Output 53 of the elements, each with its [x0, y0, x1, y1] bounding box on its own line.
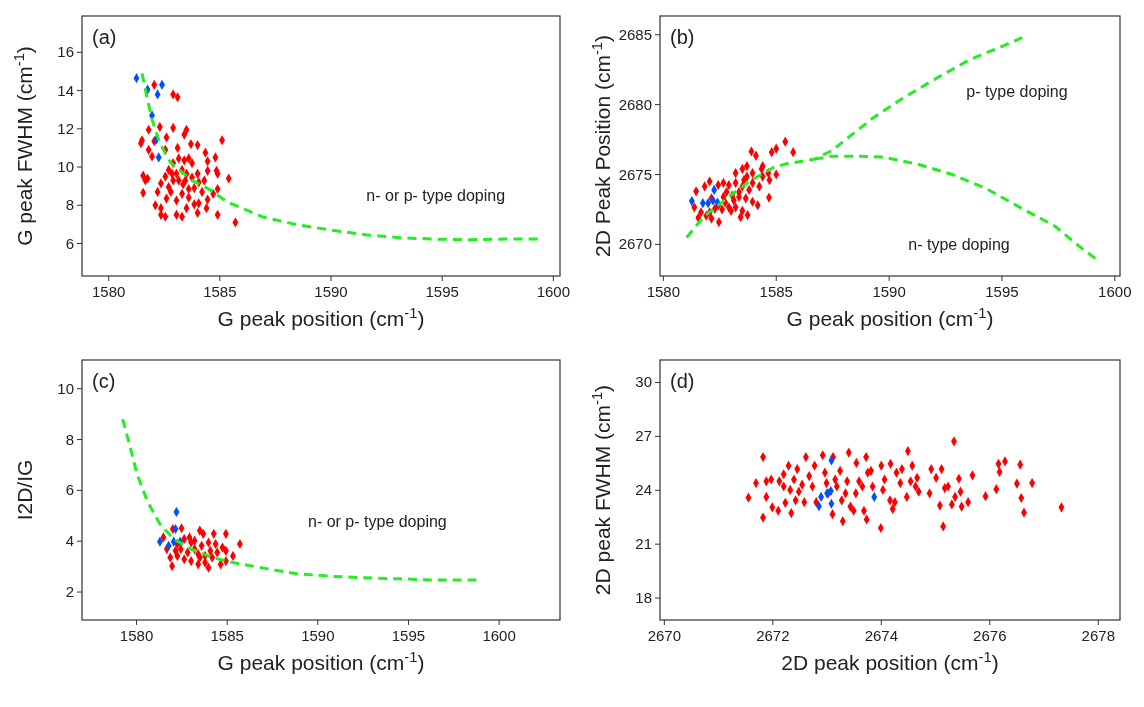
x-tick-label: 2670 — [647, 627, 682, 644]
y-tick-label: 27 — [635, 427, 652, 445]
x-tick-label: 2672 — [756, 627, 790, 644]
x-tick-label: 1600 — [1098, 283, 1132, 300]
text: (d) — [670, 370, 695, 392]
x-tick-label: 1590 — [314, 283, 348, 300]
y-tick-label: 24 — [635, 481, 652, 499]
y-tick-label: 21 — [635, 535, 652, 553]
y-tick-label: 2 — [65, 583, 74, 601]
text: (b) — [670, 26, 695, 48]
y-tick-label: 2675 — [618, 165, 652, 183]
x-tick-label: 1585 — [210, 627, 244, 644]
text: (c) — [92, 370, 116, 392]
y-tick-label: 18 — [635, 589, 652, 607]
x-tick-label: 1580 — [91, 283, 126, 300]
y-tick-label: 30 — [635, 373, 652, 391]
x-tick-label: 2678 — [1081, 627, 1115, 644]
y-tick-label: 4 — [65, 532, 74, 550]
y-tick-label: 16 — [57, 43, 74, 61]
x-tick-label: 1580 — [119, 627, 154, 644]
annotation: n- or p- type doping — [366, 187, 506, 205]
x-tick-label: 1585 — [759, 283, 793, 300]
y-tick-label: 10 — [57, 379, 74, 397]
x-tick-label: 1595 — [425, 283, 459, 300]
y-tick-label: 12 — [57, 119, 74, 137]
x-tick-label: 1600 — [482, 627, 516, 644]
y-tick-label: 6 — [65, 481, 74, 499]
x-tick-label: 1595 — [985, 283, 1019, 300]
y-tick-label: 10 — [57, 158, 74, 176]
annotation: n- or p- type doping — [308, 513, 447, 531]
x-tick-label: 1600 — [536, 283, 571, 300]
y-tick-label: 8 — [65, 430, 74, 448]
x-tick-label: 2674 — [864, 627, 899, 644]
x-axis-title: G peak position (cm$^{-1}$) — [217, 305, 425, 330]
text: (a) — [92, 26, 117, 48]
x-tick-label: 1585 — [203, 283, 237, 300]
y-tick-label: 8 — [65, 196, 74, 214]
x-tick-label: 1590 — [872, 283, 906, 300]
x-tick-label: 2676 — [973, 627, 1007, 644]
x-tick-label: 1590 — [301, 627, 335, 644]
x-tick-label: 1595 — [391, 627, 426, 644]
x-axis-title: G peak position (cm$^{-1}$) — [786, 305, 994, 330]
annotation: p- type doping — [966, 83, 1068, 101]
y-tick-label: 2685 — [618, 25, 652, 43]
x-tick-label: 1580 — [646, 283, 681, 300]
x-axis-title: G peak position (cm$^{-1}$) — [217, 649, 425, 674]
y-tick-label: 2680 — [618, 95, 652, 113]
y-tick-label: 6 — [65, 234, 74, 252]
y-axis-title: I2D/IG — [13, 459, 36, 521]
x-axis-title: 2D peak position (cm$^{-1}$) — [781, 649, 999, 674]
annotation: n- type doping — [908, 235, 1010, 253]
y-tick-label: 2670 — [618, 235, 652, 253]
y-tick-label: 14 — [57, 81, 74, 99]
